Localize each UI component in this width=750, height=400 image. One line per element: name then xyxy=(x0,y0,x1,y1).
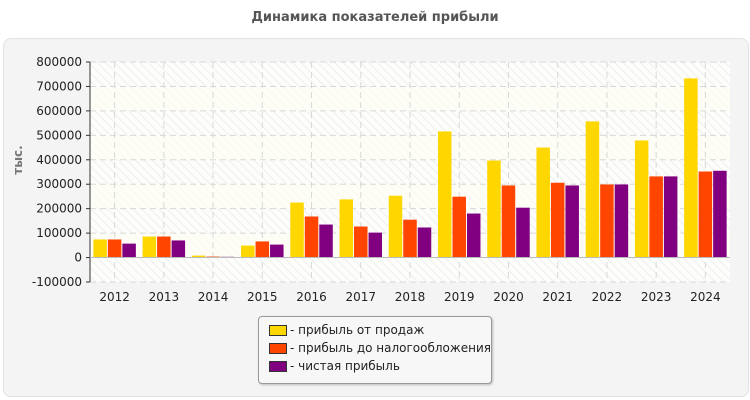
x-tick-label: 2015 xyxy=(247,290,278,304)
bar-2012-2 xyxy=(122,243,136,258)
bar-2018-0 xyxy=(388,195,403,258)
x-tick-label: 2013 xyxy=(149,290,180,304)
bar-2020-2 xyxy=(516,207,530,258)
legend-label: - прибыль от продаж xyxy=(290,323,425,337)
bar-2021-1 xyxy=(550,182,565,258)
legend-item: - прибыль до налогообложения xyxy=(269,341,491,355)
bar-2013-2 xyxy=(171,240,186,258)
x-tick-label: 2023 xyxy=(641,290,672,304)
y-tick-label: -100000 xyxy=(32,275,82,289)
bar-2017-0 xyxy=(339,199,354,258)
y-tick-label: 800000 xyxy=(36,55,82,69)
bar-2023-1 xyxy=(649,176,663,258)
bar-2024-0 xyxy=(684,78,698,258)
bar-2019-2 xyxy=(466,213,481,258)
x-tick-label: 2020 xyxy=(493,290,524,304)
x-tick-label: 2022 xyxy=(592,290,623,304)
y-tick-label: 200000 xyxy=(36,202,82,216)
legend-label: - прибыль до налогообложения xyxy=(290,341,491,355)
x-tick-label: 2017 xyxy=(345,290,376,304)
bar-2016-1 xyxy=(304,216,319,258)
bar-2013-0 xyxy=(142,236,157,258)
x-tick-label: 2021 xyxy=(542,290,573,304)
legend-label: - чистая прибыль xyxy=(290,359,400,373)
y-tick-label: 700000 xyxy=(36,79,82,93)
bar-2022-1 xyxy=(600,184,614,258)
bar-2016-0 xyxy=(290,202,304,258)
x-tick-label: 2014 xyxy=(198,290,229,304)
bar-2020-0 xyxy=(487,160,501,258)
bar-2015-1 xyxy=(255,241,270,258)
bar-2015-2 xyxy=(270,244,284,258)
bar-2024-1 xyxy=(698,171,713,258)
bar-2016-2 xyxy=(319,224,333,258)
y-tick-label: 600000 xyxy=(36,104,82,118)
bar-2024-2 xyxy=(713,170,727,258)
bar-2019-0 xyxy=(437,131,452,258)
y-axis-label: тыс. xyxy=(11,145,25,174)
x-tick-label: 2016 xyxy=(296,290,327,304)
legend-item: - чистая прибыль xyxy=(269,359,400,373)
bar-2020-1 xyxy=(501,185,516,258)
bar-2017-2 xyxy=(368,232,383,258)
x-tick-label: 2024 xyxy=(690,290,721,304)
bar-2019-1 xyxy=(452,196,466,258)
bar-2022-2 xyxy=(614,184,629,258)
bar-2018-2 xyxy=(417,227,432,258)
chart-title: Динамика показателей прибыли xyxy=(251,10,499,25)
legend-item: - прибыль от продаж xyxy=(269,323,424,337)
bar-2015-0 xyxy=(241,245,255,258)
y-tick-label: 0 xyxy=(74,251,82,265)
bar-2012-1 xyxy=(107,239,122,258)
bar-2022-0 xyxy=(585,121,600,258)
legend: - прибыль от продаж - прибыль до налогооб… xyxy=(258,316,492,384)
bar-2023-0 xyxy=(634,140,649,258)
x-tick-label: 2018 xyxy=(395,290,426,304)
x-tick-label: 2012 xyxy=(99,290,130,304)
bar-2013-1 xyxy=(157,236,171,258)
bar-2021-2 xyxy=(565,185,579,258)
bar-2012-0 xyxy=(93,239,107,258)
bar-2017-1 xyxy=(354,226,368,258)
bar-2023-2 xyxy=(663,176,678,258)
bar-2014-0 xyxy=(191,255,206,258)
bar-2021-0 xyxy=(536,147,550,258)
x-tick-label: 2019 xyxy=(444,290,475,304)
y-tick-label: 300000 xyxy=(36,177,82,191)
legend-swatch xyxy=(269,342,287,354)
legend-swatch xyxy=(269,324,287,336)
y-tick-label: 500000 xyxy=(36,128,82,142)
y-tick-label: 100000 xyxy=(36,226,82,240)
bar-2018-1 xyxy=(403,219,417,258)
legend-swatch xyxy=(269,360,287,372)
y-tick-label: 400000 xyxy=(36,153,82,167)
